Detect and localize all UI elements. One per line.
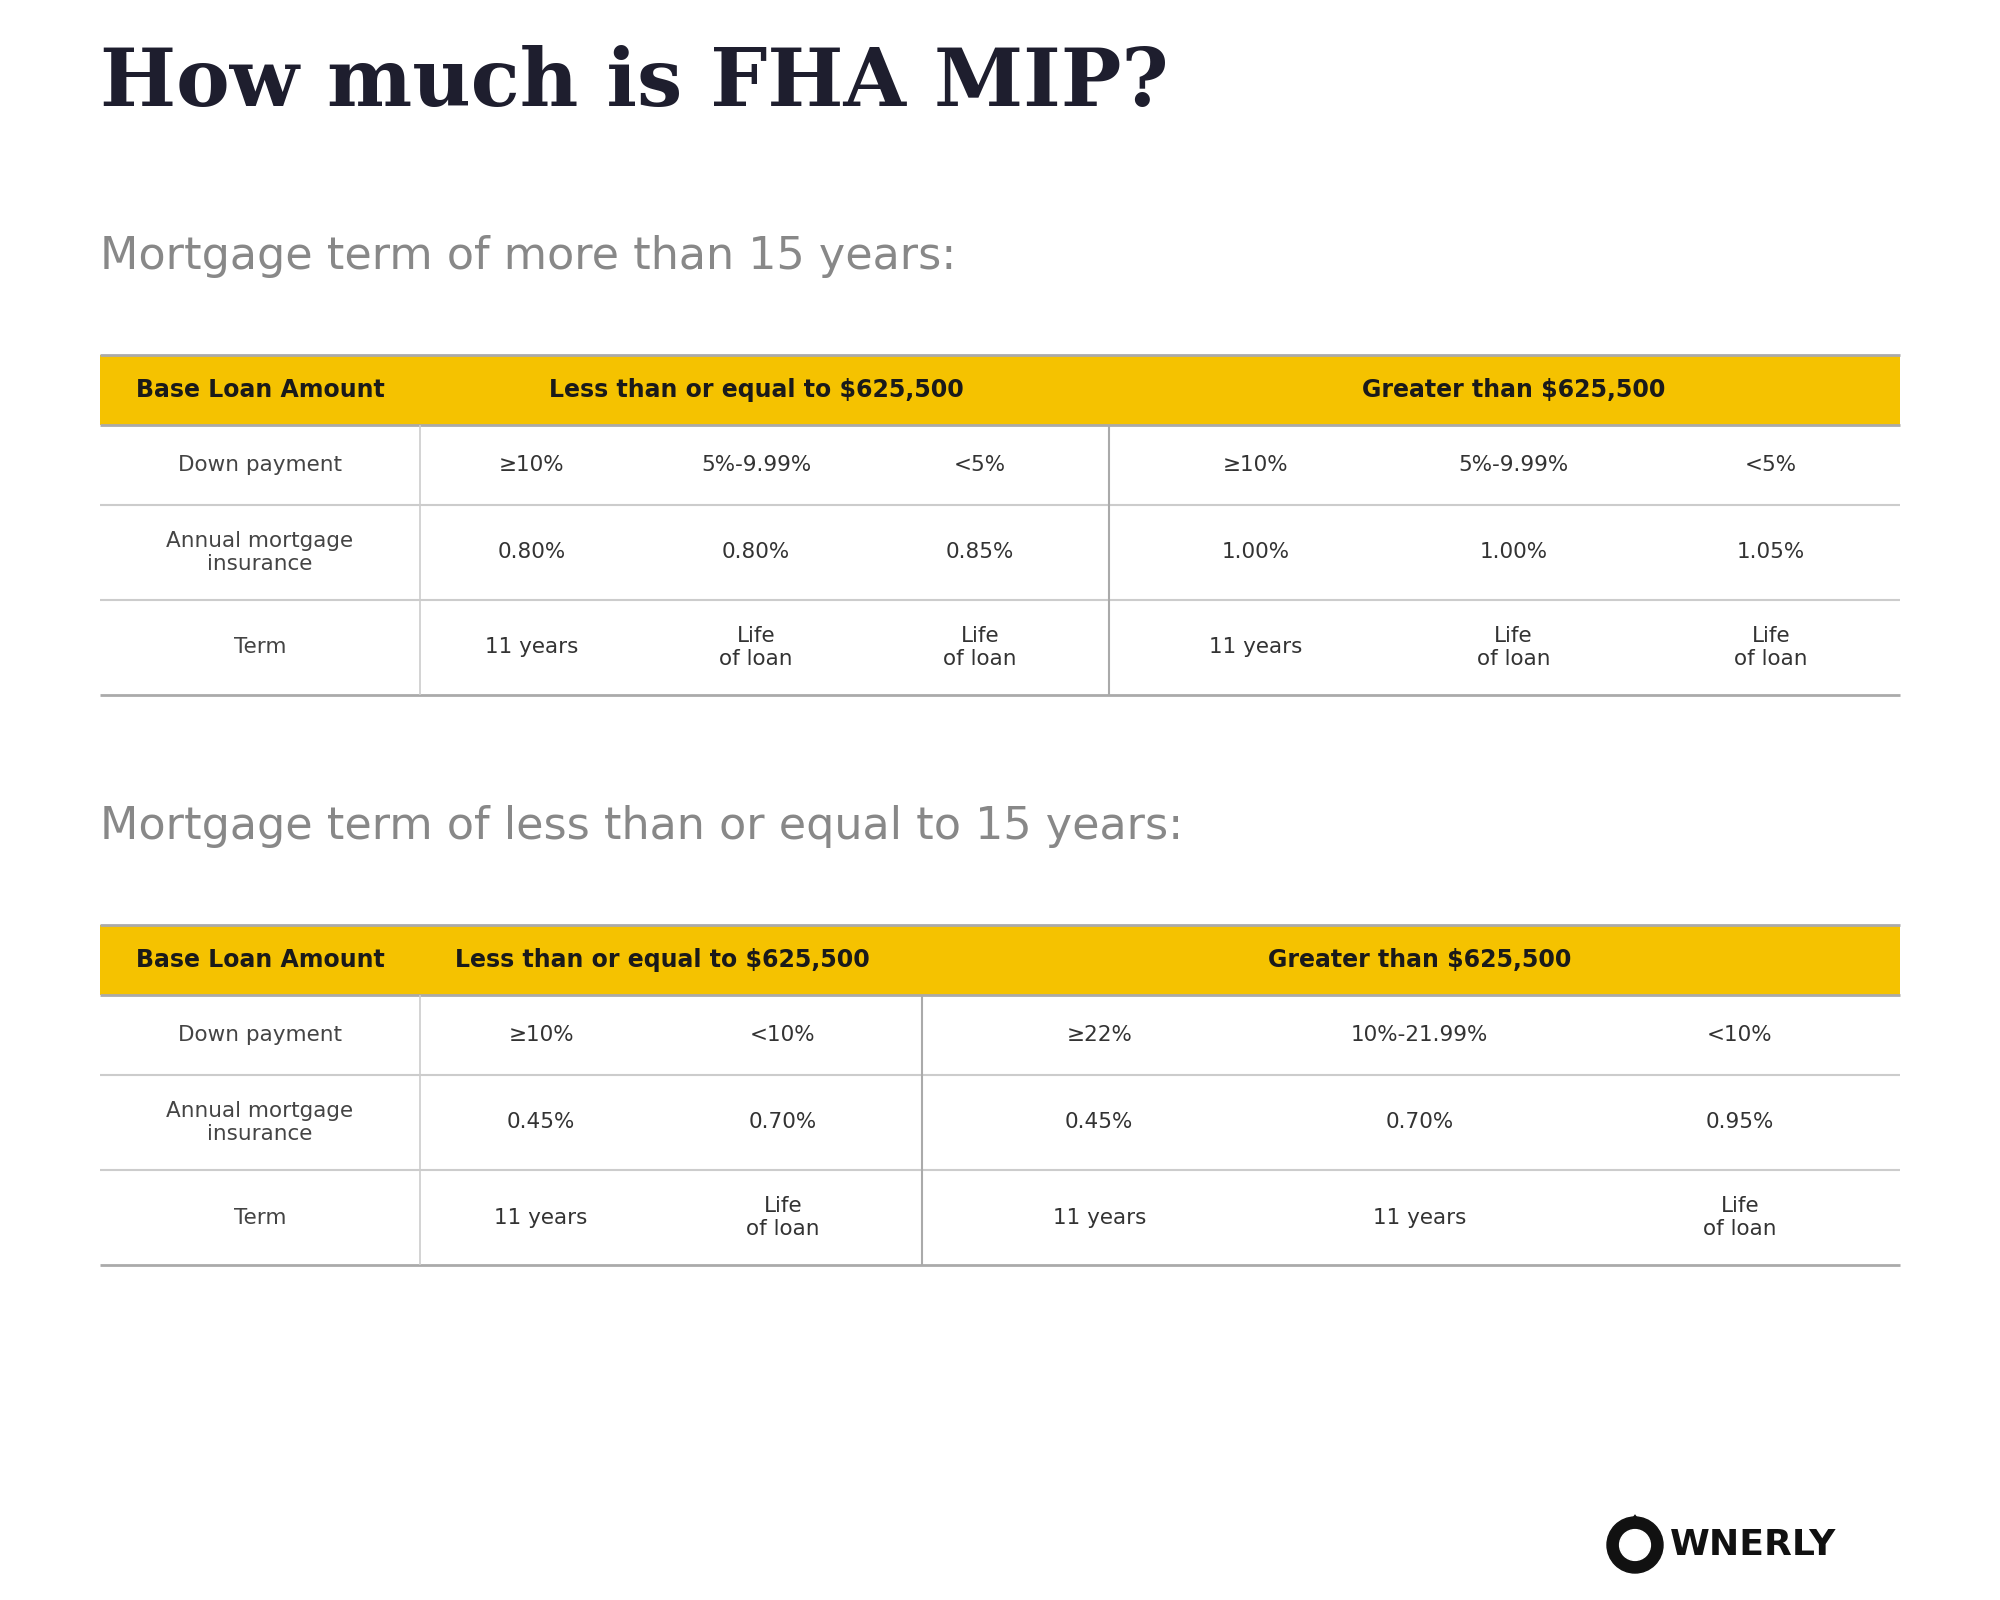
- Text: Base Loan Amount: Base Loan Amount: [136, 378, 384, 402]
- Bar: [100, 355, 1900, 426]
- Text: Greater than $625,500: Greater than $625,500: [1362, 378, 1666, 402]
- Text: 11 years: 11 years: [1372, 1208, 1466, 1227]
- Text: Mortgage term of less than or equal to 15 years:: Mortgage term of less than or equal to 1…: [100, 805, 1184, 848]
- Text: How much is FHA MIP?: How much is FHA MIP?: [100, 45, 1168, 123]
- Text: 0.45%: 0.45%: [1066, 1112, 1134, 1133]
- Text: Life
of loan: Life of loan: [746, 1195, 820, 1238]
- Text: Greater than $625,500: Greater than $625,500: [1268, 947, 1572, 971]
- Text: 0.95%: 0.95%: [1706, 1112, 1774, 1133]
- Text: Life
of loan: Life of loan: [1734, 626, 1808, 669]
- Text: Base Loan Amount: Base Loan Amount: [136, 947, 384, 971]
- Bar: [100, 925, 1900, 995]
- Text: Life
of loan: Life of loan: [1476, 626, 1550, 669]
- Text: <5%: <5%: [1746, 454, 1798, 475]
- Text: Mortgage term of more than 15 years:: Mortgage term of more than 15 years:: [100, 235, 956, 278]
- Text: ≥10%: ≥10%: [508, 1026, 574, 1045]
- Text: <10%: <10%: [1708, 1026, 1772, 1045]
- Text: 0.45%: 0.45%: [506, 1112, 576, 1133]
- Text: 11 years: 11 years: [1052, 1208, 1146, 1227]
- Circle shape: [1620, 1530, 1650, 1560]
- Text: WNERLY: WNERLY: [1670, 1528, 1836, 1562]
- Text: Term: Term: [234, 637, 286, 658]
- Text: ≥10%: ≥10%: [1222, 454, 1288, 475]
- Text: Life
of loan: Life of loan: [1704, 1195, 1776, 1238]
- Text: 0.70%: 0.70%: [748, 1112, 818, 1133]
- Text: Annual mortgage
insurance: Annual mortgage insurance: [166, 531, 354, 574]
- Text: 1.05%: 1.05%: [1738, 542, 1806, 563]
- Text: Annual mortgage
insurance: Annual mortgage insurance: [166, 1101, 354, 1144]
- Text: 5%-9.99%: 5%-9.99%: [700, 454, 812, 475]
- Text: 0.80%: 0.80%: [498, 542, 566, 563]
- Text: 0.70%: 0.70%: [1386, 1112, 1454, 1133]
- Text: 1.00%: 1.00%: [1480, 542, 1548, 563]
- Text: <5%: <5%: [954, 454, 1006, 475]
- Text: 11 years: 11 years: [1210, 637, 1302, 658]
- Text: <10%: <10%: [750, 1026, 816, 1045]
- Text: Life
of loan: Life of loan: [720, 626, 792, 669]
- Text: Life
of loan: Life of loan: [944, 626, 1016, 669]
- Text: 10%-21.99%: 10%-21.99%: [1350, 1026, 1488, 1045]
- Text: 1.00%: 1.00%: [1222, 542, 1290, 563]
- Text: 0.80%: 0.80%: [722, 542, 790, 563]
- Text: 11 years: 11 years: [486, 637, 578, 658]
- Text: ≥22%: ≥22%: [1066, 1026, 1132, 1045]
- Text: Less than or equal to $625,500: Less than or equal to $625,500: [454, 947, 870, 971]
- Text: 0.85%: 0.85%: [946, 542, 1014, 563]
- Text: Less than or equal to $625,500: Less than or equal to $625,500: [548, 378, 964, 402]
- Circle shape: [1608, 1517, 1664, 1573]
- Text: Down payment: Down payment: [178, 454, 342, 475]
- Text: Down payment: Down payment: [178, 1026, 342, 1045]
- Text: 11 years: 11 years: [494, 1208, 588, 1227]
- Text: ≥10%: ≥10%: [500, 454, 564, 475]
- Polygon shape: [1614, 1514, 1656, 1542]
- Text: 5%-9.99%: 5%-9.99%: [1458, 454, 1568, 475]
- Text: Term: Term: [234, 1208, 286, 1227]
